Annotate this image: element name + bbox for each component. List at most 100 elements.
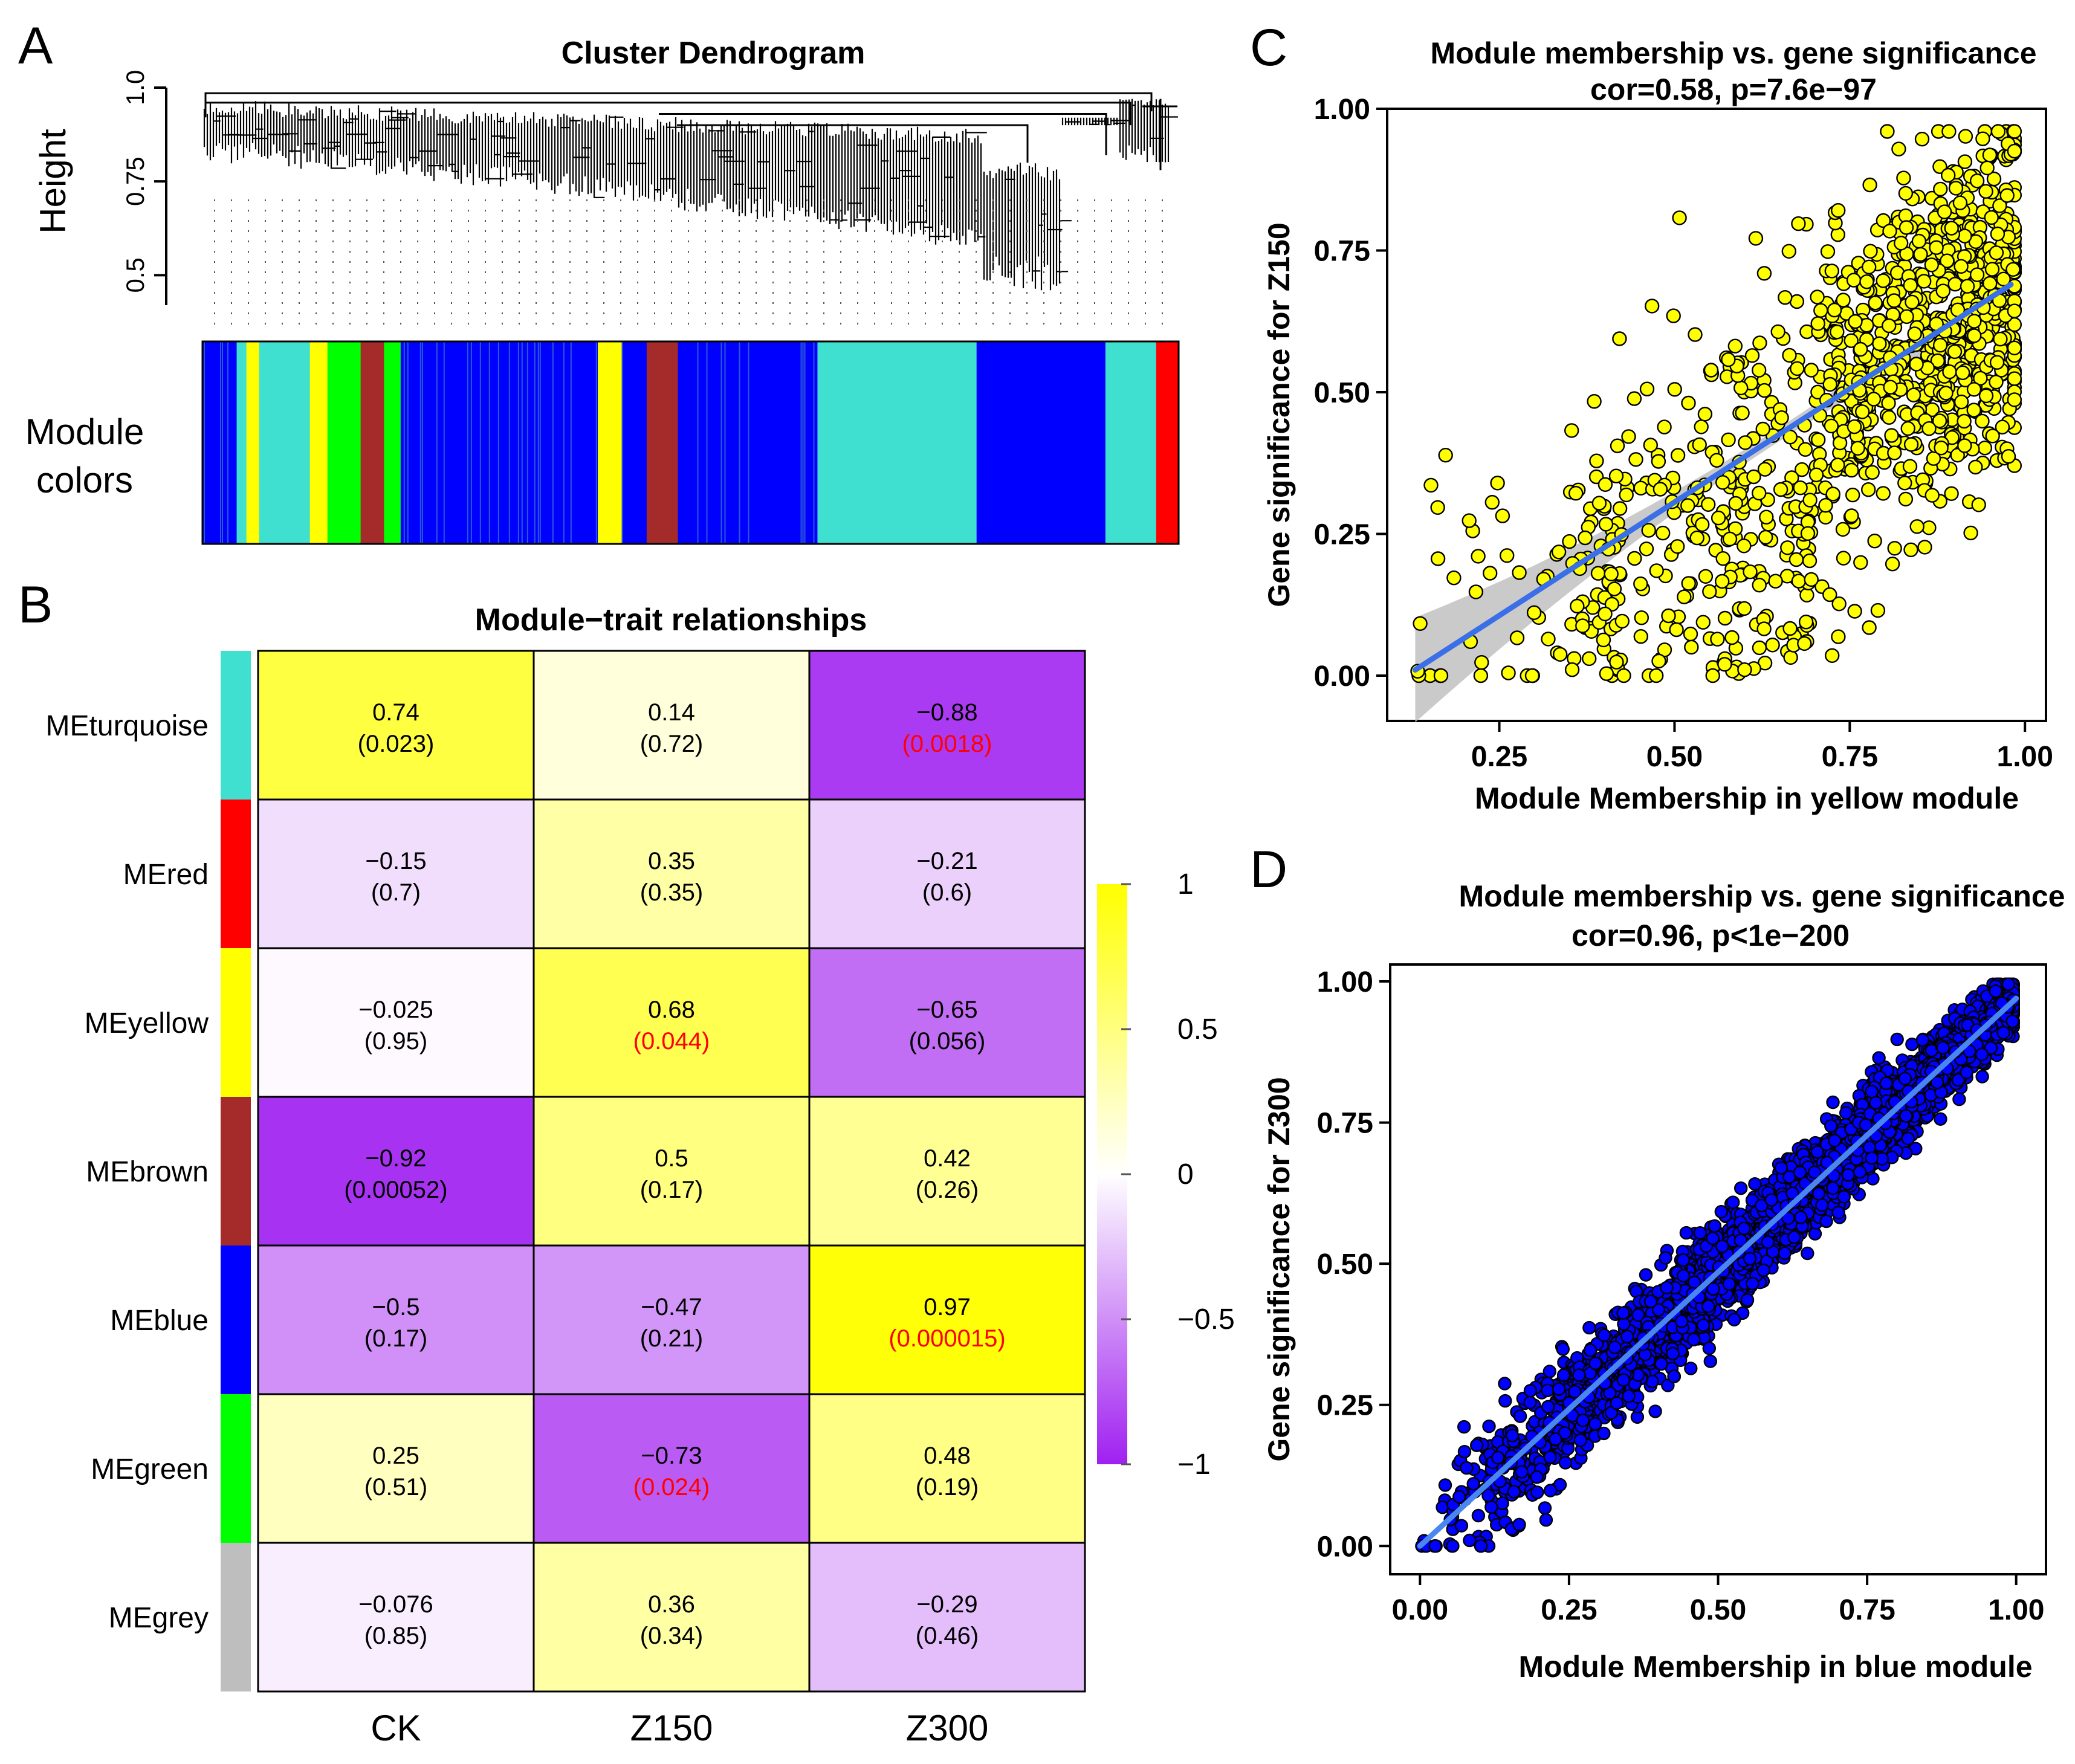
y-tick-label: 0.75 (1317, 1108, 1373, 1140)
data-point (1836, 292, 1851, 308)
column-label: Z300 (906, 1708, 989, 1748)
data-point (1897, 476, 1912, 491)
dendrogram-y-label: Height (33, 129, 73, 234)
y-tick-label: 0.00 (1317, 1531, 1373, 1563)
data-point (1724, 630, 1740, 645)
data-point (1661, 608, 1676, 624)
colorbar-tick-label: 0 (1177, 1158, 1194, 1191)
data-point (1599, 666, 1614, 681)
data-point (1628, 452, 1643, 467)
data-point (1886, 293, 1902, 308)
data-point (1859, 274, 1874, 289)
data-point (1564, 662, 1580, 677)
data-point (1989, 245, 2004, 260)
data-point (1957, 438, 1972, 453)
data-point (1523, 1384, 1538, 1398)
data-point (1911, 233, 1927, 249)
data-point (1616, 668, 1631, 683)
module-color-segment-turquoise (259, 341, 311, 544)
cell-correlation: −0.5 (372, 1294, 420, 1320)
cell-correlation: 0.42 (924, 1145, 971, 1172)
cell-pvalue: (0.51) (364, 1474, 428, 1501)
data-point (1617, 1317, 1631, 1331)
cell-correlation: −0.73 (641, 1443, 702, 1469)
data-point (1898, 491, 1914, 507)
scatter-d-subtitle: cor=0.96, p<1e−200 (1572, 919, 1850, 952)
data-point (1756, 621, 1772, 636)
data-point (1438, 1478, 1452, 1492)
data-point (2007, 340, 2022, 355)
data-point (1709, 453, 1724, 468)
data-point (1596, 632, 1611, 648)
data-point (1512, 565, 1527, 580)
data-point (1909, 519, 1924, 534)
data-point (1802, 553, 1818, 569)
data-point (1423, 477, 1439, 493)
data-point (1612, 331, 1627, 346)
data-point (1778, 290, 1793, 305)
module-color-segment-blue (400, 341, 598, 544)
data-point (1746, 469, 1761, 485)
heatmap-cell (533, 1244, 811, 1395)
data-point (1721, 432, 1736, 447)
data-point (1844, 462, 1859, 478)
heatmap-cell (257, 1096, 535, 1247)
data-point (1589, 453, 1604, 468)
row-color-swatch (221, 800, 251, 948)
panel-a-letter: A (18, 17, 53, 75)
module-color-segment-red (1156, 341, 1179, 544)
x-tick-label: 0.00 (1392, 1594, 1448, 1626)
data-point (1598, 606, 1613, 622)
data-point (1700, 497, 1716, 512)
data-point (1653, 482, 1668, 497)
heatmap-cell (257, 1244, 535, 1395)
scatter-c-title: Module membership vs. gene significance (1430, 36, 2036, 70)
x-tick-label: 0.75 (1822, 741, 1878, 773)
data-point (1977, 441, 1993, 456)
x-tick-label: 0.50 (1690, 1594, 1746, 1626)
data-point (1694, 517, 1710, 532)
data-point (1639, 1268, 1653, 1282)
data-point (1853, 555, 1868, 570)
data-point (1914, 131, 1930, 147)
data-point (1752, 335, 1767, 351)
data-point (1940, 167, 1956, 183)
y-axis-label: Gene significance for Z150 (1262, 222, 1296, 607)
data-point (1820, 244, 1836, 259)
data-point (1608, 468, 1624, 483)
data-point (1610, 438, 1625, 453)
data-point (1782, 621, 1798, 636)
data-point (1794, 462, 1810, 477)
data-point (1648, 668, 1664, 683)
dendrogram-title: Cluster Dendrogram (562, 36, 866, 71)
cell-correlation: −0.92 (365, 1145, 426, 1172)
data-point (1728, 496, 1743, 511)
data-point (1457, 1420, 1471, 1434)
data-point (1644, 299, 1660, 314)
data-point (1909, 357, 1924, 372)
data-point (1757, 462, 1773, 477)
module-color-segment-blue (678, 341, 818, 544)
dendrogram-y-tick-label: 1.0 (121, 70, 149, 105)
data-point (1495, 508, 1510, 523)
data-point (1989, 355, 2005, 370)
data-point (1822, 376, 1837, 392)
cell-correlation: 0.68 (648, 997, 695, 1023)
data-point (1924, 257, 1940, 273)
data-point (1813, 303, 1828, 318)
y-tick-label: 1.00 (1314, 94, 1370, 126)
data-point (1616, 1306, 1630, 1320)
data-point (1872, 336, 1887, 351)
module-color-segment-green (327, 341, 361, 544)
data-point (1643, 438, 1659, 453)
row-label: MEbrown (86, 1156, 209, 1188)
data-point (1896, 170, 1911, 186)
data-point (1876, 486, 1891, 501)
data-point (1948, 181, 1964, 196)
data-point (1474, 1539, 1488, 1553)
data-point (1868, 296, 1883, 311)
data-point (1513, 1409, 1527, 1423)
data-point (1641, 523, 1656, 538)
row-color-swatch (221, 1245, 251, 1394)
data-point (1884, 428, 1899, 443)
